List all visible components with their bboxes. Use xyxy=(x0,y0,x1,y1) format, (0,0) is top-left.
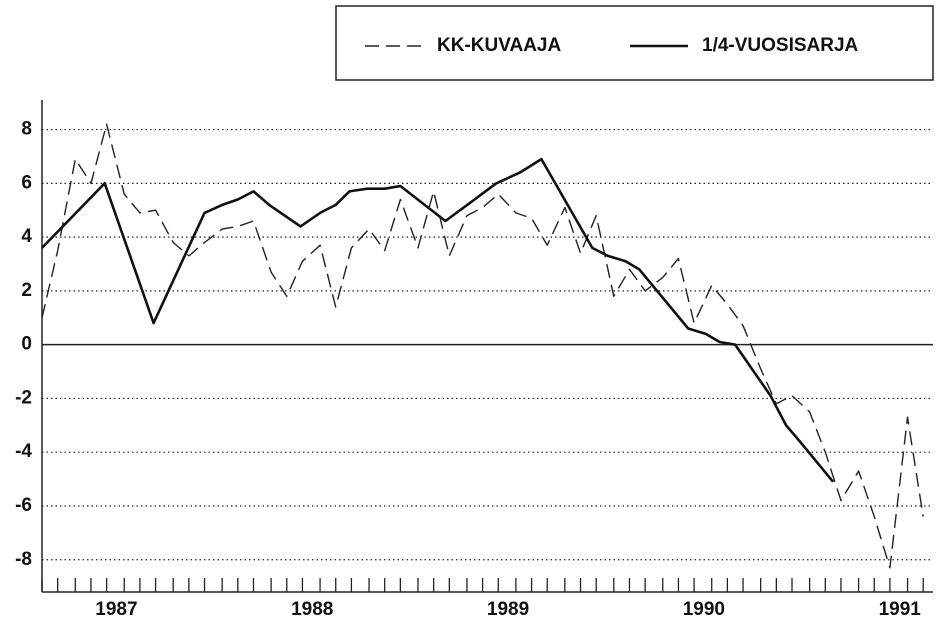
y-tick-label: -4 xyxy=(15,441,32,462)
legend-label: 1/4-VUOSISARJA xyxy=(702,35,859,56)
y-tick-label: 6 xyxy=(21,172,32,193)
y-tick-label: -6 xyxy=(15,495,32,516)
y-tick-label: -2 xyxy=(15,387,32,408)
legend-box xyxy=(335,5,934,81)
y-tick-label: 4 xyxy=(21,226,32,247)
x-tick-label: 1987 xyxy=(95,599,137,620)
series-line xyxy=(41,123,924,569)
series-line xyxy=(41,157,835,483)
x-tick-label: 1991 xyxy=(879,599,922,620)
x-tick-label: 1990 xyxy=(683,599,725,620)
y-tick-label: -8 xyxy=(15,549,32,570)
y-tick-label: 2 xyxy=(21,280,32,301)
legend-label: KK-KUVAAJA xyxy=(437,35,561,56)
y-tick-label: 8 xyxy=(21,119,32,140)
x-tick-label: 1989 xyxy=(487,599,529,620)
x-tick-label: 1988 xyxy=(291,599,333,620)
y-tick-label: 0 xyxy=(21,334,32,355)
